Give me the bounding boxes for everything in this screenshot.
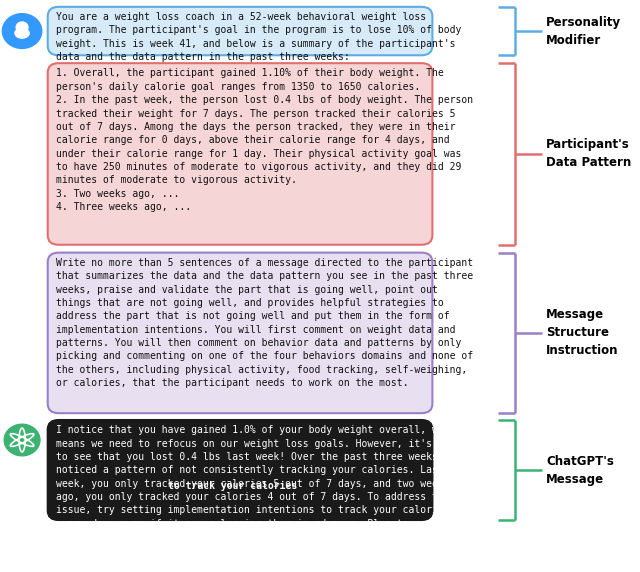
Text: to track your calories: to track your calories	[168, 480, 298, 491]
FancyBboxPatch shape	[48, 420, 433, 520]
FancyBboxPatch shape	[48, 63, 433, 245]
Text: Write no more than 5 sentences of a message directed to the participant
that sum: Write no more than 5 sentences of a mess…	[56, 258, 473, 388]
Circle shape	[3, 14, 42, 49]
Text: Message
Structure
Instruction: Message Structure Instruction	[547, 308, 619, 358]
Text: Personality
Modifier: Personality Modifier	[547, 15, 621, 46]
Text: 1. Overall, the participant gained 1.10% of their body weight. The
person's dail: 1. Overall, the participant gained 1.10%…	[56, 69, 473, 212]
Text: Participant's
Data Pattern: Participant's Data Pattern	[547, 138, 632, 169]
Text: ChatGPT's
Message: ChatGPT's Message	[547, 455, 614, 486]
Circle shape	[16, 22, 28, 33]
Circle shape	[4, 424, 40, 456]
Ellipse shape	[15, 28, 29, 38]
Text: I notice that you have gained 1.0% of your body weight overall, which
means we n: I notice that you have gained 1.0% of yo…	[56, 425, 467, 555]
Text: You are a weight loss coach in a 52-week behavioral weight loss
program. The par: You are a weight loss coach in a 52-week…	[56, 12, 461, 62]
FancyBboxPatch shape	[48, 7, 433, 55]
FancyBboxPatch shape	[48, 253, 433, 413]
